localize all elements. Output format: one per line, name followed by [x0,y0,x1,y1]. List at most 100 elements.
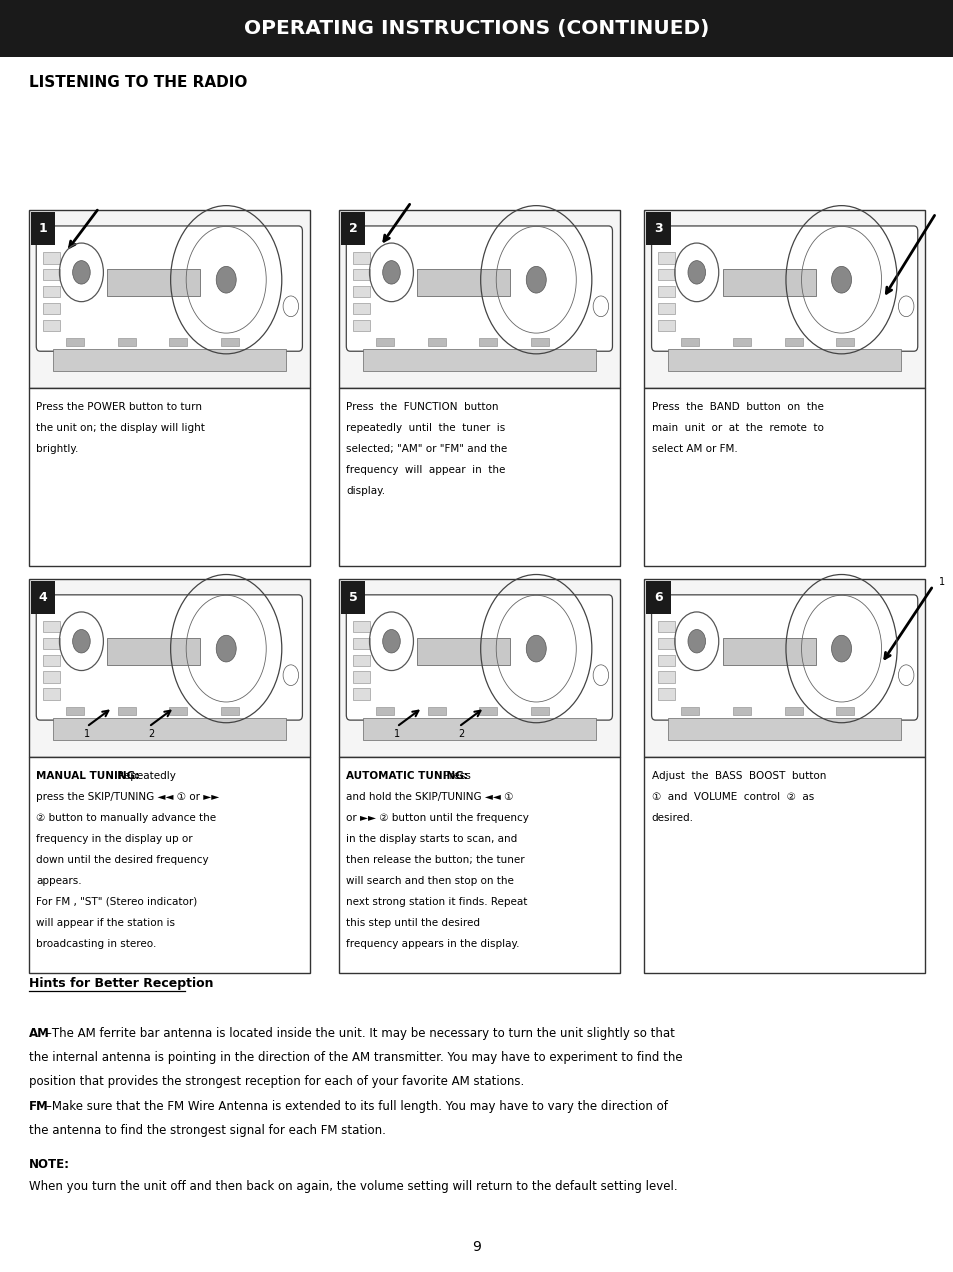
Circle shape [593,665,608,686]
Circle shape [382,261,400,284]
FancyBboxPatch shape [363,349,595,371]
FancyBboxPatch shape [117,707,135,715]
Text: brightly.: brightly. [36,444,78,454]
Text: 2: 2 [457,729,464,739]
Text: 1: 1 [84,729,90,739]
FancyBboxPatch shape [340,581,365,614]
Text: will search and then stop on the: will search and then stop on the [346,875,514,885]
FancyBboxPatch shape [783,707,801,715]
Text: Adjust  the  BASS  BOOST  button: Adjust the BASS BOOST button [651,771,825,781]
FancyBboxPatch shape [651,226,917,351]
FancyBboxPatch shape [117,338,135,346]
FancyBboxPatch shape [732,338,750,346]
FancyBboxPatch shape [36,226,302,351]
Text: frequency  will  appear  in  the: frequency will appear in the [346,466,505,474]
FancyBboxPatch shape [340,212,365,245]
FancyBboxPatch shape [338,210,619,388]
FancyBboxPatch shape [531,338,549,346]
Text: frequency appears in the display.: frequency appears in the display. [346,939,519,949]
Circle shape [382,630,400,653]
FancyBboxPatch shape [221,338,239,346]
FancyBboxPatch shape [658,268,675,280]
FancyBboxPatch shape [658,672,675,683]
Text: broadcasting in stereo.: broadcasting in stereo. [36,939,156,949]
Circle shape [526,266,546,293]
FancyBboxPatch shape [353,319,370,332]
FancyBboxPatch shape [29,579,310,757]
Text: MANUAL TUNING:: MANUAL TUNING: [36,771,139,781]
FancyBboxPatch shape [353,688,370,701]
FancyBboxPatch shape [43,286,60,298]
FancyBboxPatch shape [353,672,370,683]
FancyBboxPatch shape [643,210,924,388]
FancyBboxPatch shape [30,581,55,614]
FancyBboxPatch shape [43,655,60,667]
FancyBboxPatch shape [836,338,854,346]
FancyBboxPatch shape [658,286,675,298]
FancyBboxPatch shape [427,707,445,715]
FancyBboxPatch shape [107,639,200,665]
FancyBboxPatch shape [346,226,612,351]
FancyBboxPatch shape [353,268,370,280]
FancyBboxPatch shape [478,338,497,346]
Text: Press  the  BAND  button  on  the: Press the BAND button on the [651,402,822,412]
FancyBboxPatch shape [338,579,619,757]
Text: down until the desired frequency: down until the desired frequency [36,855,209,865]
FancyBboxPatch shape [721,270,815,296]
Text: –Make sure that the FM Wire Antenna is extended to its full length. You may have: –Make sure that the FM Wire Antenna is e… [46,1100,667,1113]
Text: –The AM ferrite bar antenna is located inside the unit. It may be necessary to t: –The AM ferrite bar antenna is located i… [46,1027,674,1039]
FancyBboxPatch shape [680,338,699,346]
Text: 1: 1 [394,729,399,739]
FancyBboxPatch shape [375,338,394,346]
FancyBboxPatch shape [107,270,200,296]
FancyBboxPatch shape [531,707,549,715]
FancyBboxPatch shape [658,637,675,649]
Text: frequency in the display up or: frequency in the display up or [36,834,193,843]
FancyBboxPatch shape [43,303,60,314]
FancyBboxPatch shape [66,707,84,715]
Text: 4: 4 [38,591,48,604]
Circle shape [831,266,851,293]
FancyBboxPatch shape [53,349,285,371]
Circle shape [898,665,913,686]
FancyBboxPatch shape [353,637,370,649]
FancyBboxPatch shape [658,319,675,332]
Circle shape [687,630,705,653]
Text: the internal antenna is pointing in the direction of the AM transmitter. You may: the internal antenna is pointing in the … [29,1051,681,1063]
Text: 9: 9 [472,1239,481,1254]
FancyBboxPatch shape [29,757,310,973]
FancyBboxPatch shape [416,270,510,296]
Text: display.: display. [346,486,385,496]
Circle shape [72,630,91,653]
FancyBboxPatch shape [53,717,285,740]
FancyBboxPatch shape [353,286,370,298]
FancyBboxPatch shape [658,252,675,263]
Circle shape [898,296,913,317]
Circle shape [283,665,298,686]
FancyBboxPatch shape [721,639,815,665]
Text: When you turn the unit off and then back on again, the volume setting will retur: When you turn the unit off and then back… [29,1180,677,1193]
FancyBboxPatch shape [668,717,900,740]
Text: For FM , "ST" (Stereo indicator): For FM , "ST" (Stereo indicator) [36,897,197,907]
FancyBboxPatch shape [338,757,619,973]
Text: Press the POWER button to turn: Press the POWER button to turn [36,402,202,412]
FancyBboxPatch shape [836,707,854,715]
Text: main  unit  or  at  the  remote  to: main unit or at the remote to [651,422,822,432]
Text: and hold the SKIP/TUNING ◄◄ ①: and hold the SKIP/TUNING ◄◄ ① [346,791,513,801]
FancyBboxPatch shape [346,595,612,720]
FancyBboxPatch shape [170,338,187,346]
Text: 3: 3 [653,223,662,235]
Circle shape [283,296,298,317]
Text: in the display starts to scan, and: in the display starts to scan, and [346,834,517,843]
Text: selected; "AM" or "FM" and the: selected; "AM" or "FM" and the [346,444,507,454]
Text: repeatedly  until  the  tuner  is: repeatedly until the tuner is [346,422,505,432]
Circle shape [216,266,236,293]
FancyBboxPatch shape [416,639,510,665]
Text: position that provides the strongest reception for each of your favorite AM stat: position that provides the strongest rec… [29,1075,523,1088]
FancyBboxPatch shape [30,212,55,245]
FancyBboxPatch shape [668,349,900,371]
FancyBboxPatch shape [43,252,60,263]
Text: will appear if the station is: will appear if the station is [36,918,175,927]
FancyBboxPatch shape [353,252,370,263]
FancyBboxPatch shape [29,388,310,566]
